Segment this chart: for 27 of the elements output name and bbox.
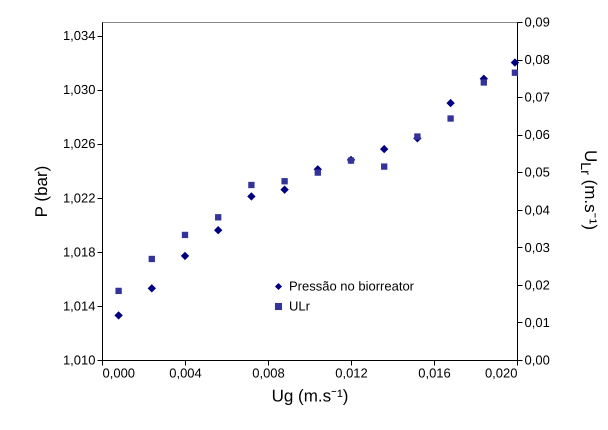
- x-tick-label: 0,004: [169, 366, 202, 380]
- y2-tick-label: 0,06: [524, 127, 550, 142]
- x-tick-label: 0,008: [252, 366, 285, 380]
- legend-label: Pressão no biorreator: [289, 278, 415, 294]
- y2-tick-label: 0,09: [524, 14, 550, 30]
- y2-tick-label: 0,02: [524, 277, 550, 292]
- y-tick-label: 1,034: [62, 28, 96, 44]
- y-tick-label: 1,014: [62, 298, 96, 314]
- y-tick-label: 1,026: [62, 136, 96, 152]
- y2-tick-label: 0,08: [524, 52, 550, 68]
- y2-tick-label: 0,00: [524, 352, 550, 368]
- y2-tick-label: 0,05: [524, 164, 550, 180]
- x-tick-label: 0,016: [418, 366, 451, 380]
- y-tick-label: 1,030: [62, 82, 96, 98]
- y2-tick-label: 0,07: [524, 90, 550, 105]
- legend-label: ULr: [289, 298, 311, 314]
- y2-tick-label: 0,03: [524, 240, 550, 255]
- y-tick-label: 1,010: [62, 352, 96, 368]
- x-tick-label: 0,000: [102, 366, 136, 380]
- x-tick-label: 0,020: [484, 366, 518, 380]
- x-axis-title: Ug (m.s⁻¹): [272, 386, 348, 406]
- y-tick-label: 1,022: [62, 190, 96, 206]
- x-tick-label: 0,012: [335, 366, 368, 380]
- y-axis-title: P (bar): [32, 166, 51, 218]
- y-tick-label: 1,018: [62, 244, 96, 260]
- y2-tick-label: 0,01: [524, 314, 550, 330]
- y2-tick-label: 0,04: [524, 202, 550, 218]
